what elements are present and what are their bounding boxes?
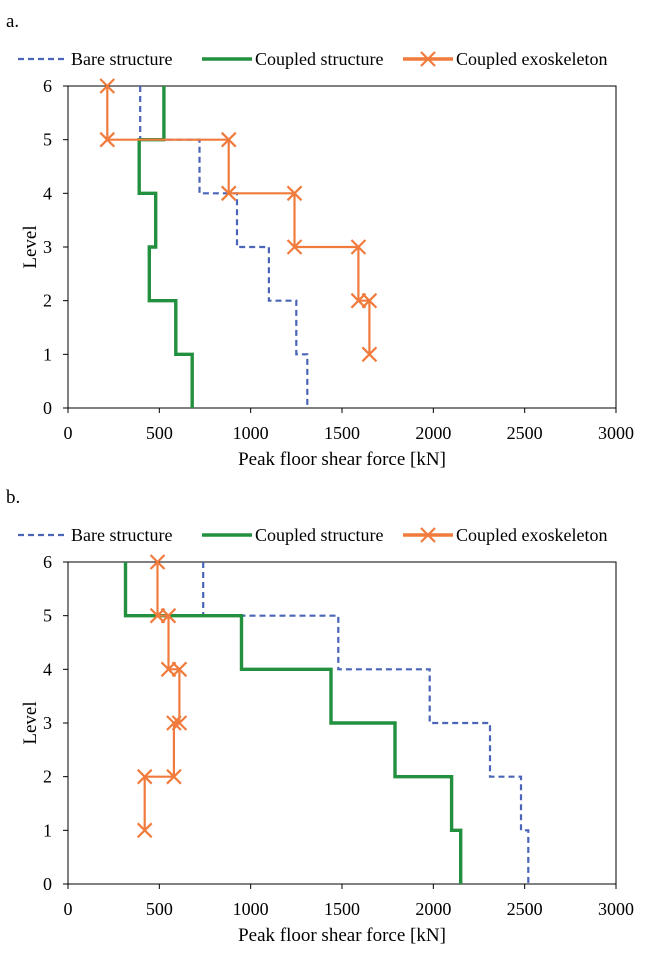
data-point-marker <box>350 239 367 255</box>
y-tick-label: 4 <box>43 183 52 203</box>
data-point-marker <box>361 346 378 363</box>
data-point-marker <box>160 661 177 678</box>
x-axis-title: Peak floor shear force [kN] <box>238 449 446 470</box>
y-axis-title: Level <box>20 701 41 744</box>
chart-panel-b: b. 0 500 1000 1500 2000 2500 3000 0 1 2 3 4 5 6 Peak fl… <box>0 476 652 952</box>
y-tick-label: 5 <box>43 130 52 150</box>
y-tick-label: 3 <box>43 713 52 733</box>
y-tick-label: 2 <box>43 291 52 311</box>
series-line-2 <box>106 86 371 355</box>
chart-b-svg: b. 0 500 1000 1500 2000 2500 3000 0 1 2 3 4 5 6 Peak fl… <box>6 487 634 946</box>
x-tick-label: 2000 <box>415 899 451 919</box>
y-axis-title: Level <box>20 225 41 268</box>
data-point-marker <box>149 554 166 570</box>
x-tick-label: 1500 <box>324 899 360 919</box>
series-line-1 <box>137 86 194 408</box>
x-tick-label: 2500 <box>507 423 543 443</box>
y-tick-label: 6 <box>43 552 52 572</box>
legend-label-1: Coupled structure <box>255 525 383 545</box>
x-axis-title: Peak floor shear force [kN] <box>238 925 446 946</box>
chart-panel-a: a. 0 500 1000 1500 2000 2500 3000 0 1 2 3 4 5 6 Peak fl… <box>0 0 652 476</box>
x-tick-label: 500 <box>146 899 173 919</box>
y-tick-label: 0 <box>43 398 52 418</box>
data-point-marker <box>220 185 237 202</box>
x-tick-label: 1000 <box>233 423 269 443</box>
data-point-marker <box>160 607 177 624</box>
data-point-marker <box>361 292 378 309</box>
x-tick-label: 1500 <box>324 423 360 443</box>
x-tick-label: 1000 <box>233 899 269 919</box>
data-point-marker <box>166 715 182 731</box>
y-tick-label: 5 <box>43 606 52 626</box>
x-tick-label: 2000 <box>415 423 451 443</box>
y-tick-label: 6 <box>43 76 52 96</box>
legend-label-0: Bare structure <box>71 49 172 69</box>
x-tick-label: 3000 <box>598 899 634 919</box>
data-point-marker <box>99 131 116 148</box>
y-tick-label: 4 <box>43 659 52 679</box>
data-point-marker <box>149 607 166 624</box>
panel-label: a. <box>6 11 19 32</box>
y-tick-label: 3 <box>43 237 52 257</box>
x-tick-label: 0 <box>64 899 73 919</box>
data-point-marker <box>171 715 188 731</box>
data-point-marker <box>220 131 237 148</box>
chart-a-svg: a. 0 500 1000 1500 2000 2500 3000 0 1 2 3 4 5 6 Peak fl… <box>6 11 634 470</box>
data-point-marker <box>171 661 188 678</box>
legend-marker-2 <box>420 51 436 67</box>
x-tick-label: 2500 <box>507 899 543 919</box>
data-point-marker <box>286 239 303 255</box>
series-line-2 <box>143 562 181 831</box>
y-tick-label: 1 <box>43 820 52 840</box>
legend-label-1: Coupled structure <box>255 49 383 69</box>
legend-label-2: Coupled exoskeleton <box>456 49 607 69</box>
data-point-marker <box>99 78 116 94</box>
x-tick-label: 500 <box>146 423 173 443</box>
y-tick-label: 0 <box>43 874 52 894</box>
legend-label-0: Bare structure <box>71 525 172 545</box>
series-line-1 <box>123 562 463 884</box>
x-tick-label: 0 <box>64 423 73 443</box>
panel-label: b. <box>6 487 20 508</box>
data-point-marker <box>136 822 153 839</box>
data-point-marker <box>136 768 153 785</box>
data-point-marker <box>286 185 303 202</box>
legend-label-2: Coupled exoskeleton <box>456 525 607 545</box>
data-point-marker <box>166 768 182 785</box>
y-tick-label: 2 <box>43 767 52 787</box>
data-point-marker <box>350 292 367 309</box>
x-tick-label: 3000 <box>598 423 634 443</box>
y-tick-label: 1 <box>43 344 52 364</box>
legend-marker-2 <box>420 527 436 543</box>
